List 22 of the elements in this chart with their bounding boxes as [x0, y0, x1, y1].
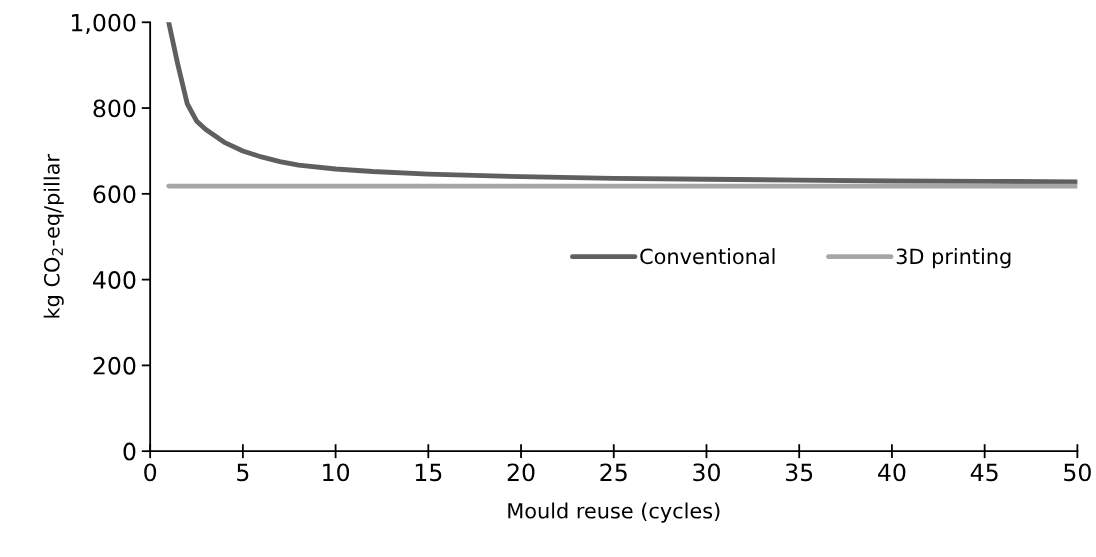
- x-tick-label: 50: [1064, 463, 1091, 482]
- y-axis-title: kg CO$_{2}$-eq/pillar: [43, 154, 64, 318]
- x-tick-label: 0: [144, 463, 157, 482]
- y-tick-label: 800: [93, 99, 136, 118]
- x-tick-label: 30: [693, 463, 720, 482]
- legend-label: 3D printing: [896, 248, 1011, 269]
- y-tick-label: 200: [93, 356, 136, 375]
- y-tick-label: 400: [93, 271, 136, 289]
- x-axis-title: Mould reuse (cycles): [508, 502, 720, 523]
- y-tick-label: 600: [93, 185, 136, 204]
- x-tick-label: 40: [878, 463, 906, 482]
- line-series: [166, 22, 1078, 185]
- x-tick-label: 15: [415, 463, 442, 482]
- y-tick-label: 0: [123, 442, 136, 461]
- x-tick-label: 45: [970, 463, 998, 482]
- x-tick-label: 5: [237, 463, 249, 482]
- x-tick-label: 35: [785, 463, 813, 482]
- x-tick-label: 25: [600, 463, 627, 482]
- legend-label: Conventional: [640, 248, 775, 265]
- x-tick-label: 10: [323, 463, 350, 482]
- y-tick-label: 1,000: [71, 13, 136, 34]
- x-tick-label: 20: [507, 463, 535, 482]
